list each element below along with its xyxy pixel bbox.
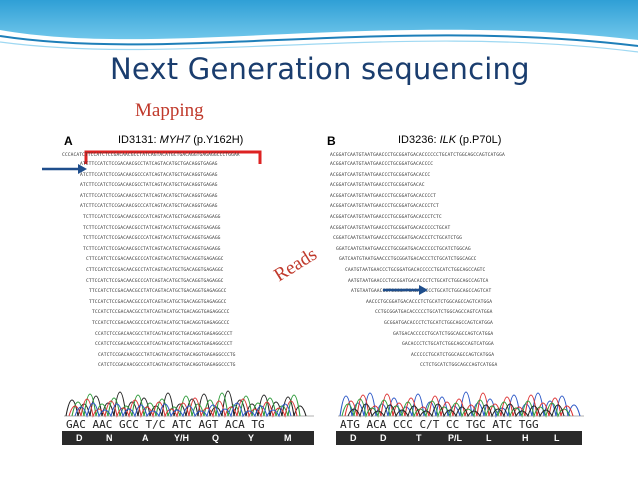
panel-a-read: CATCTCCGACAACGCCCATCAGTACATGCTGACAGGTGAG… — [98, 363, 236, 369]
panel-b-read: ACGGATCAATGTAATGAACCCTGCGGATGACACCCCCTGC… — [330, 225, 451, 231]
panel-b-letter: B — [327, 134, 336, 148]
panel-a-aa-6: Y — [248, 433, 255, 443]
panel-a-aa-2: N — [106, 433, 113, 443]
panel-a-read: TCCATCTCCGACAACGCCTATCAGTACATGCTGACAGGTG… — [92, 310, 230, 316]
panel-a-letter: A — [64, 134, 73, 148]
panel-a-read: ATCTTCCATCTCCGACAACGCCTATCAGTACATGCTGACA… — [80, 183, 218, 189]
panel-a-read: CTTCCATCTCCGACAACGCCCATCAGTACATGCTGACAGG… — [86, 278, 224, 284]
panel-b-aa-3: T — [416, 433, 422, 443]
panel-a-reference: CCCACATCTTCCATCTCCGACAACGCCTATCAGTACATGC… — [62, 153, 240, 158]
panel-a-read: CATCTCCGACAACGCCTATCAGTACATGCTGACAGGTGAG… — [98, 352, 236, 358]
panel-b-aa-1: D — [350, 433, 357, 443]
panel-b-read: ACGGATCAATGTAATGAACCCTGCGGATGACACCCTCT — [330, 204, 439, 210]
panel-a-read: ATCTTCCATCTCCGACAACGCCTATCAGTACATGCTGACA… — [80, 193, 218, 199]
panel-b-read: ACGGATCAATGTAATGAACCCTGCGGATGACACCCCT — [330, 193, 437, 199]
panel-a-aa-5: Q — [212, 433, 220, 443]
panel-b-aa-7: L — [554, 433, 560, 443]
panel-a-read: TCTTCCATCTCCGACAACGCCCATCAGTACATGCTGACAG… — [83, 236, 221, 242]
panel-b-read: CAATGTAATGAACCCTGCGGATGACACCCCCTGCATCTGG… — [345, 268, 486, 273]
panel-b-arrow-icon — [383, 285, 428, 295]
panel-b-gene: ILK — [439, 134, 457, 146]
panel-a-read: TCTTCCATCTCCGACAACGCCCATCAGTACATGCTGACAG… — [83, 215, 221, 220]
panel-a-trace-sequence: GAC AAC GCC T/C ATC AGT ACA TG — [66, 418, 265, 431]
panel-b-read: ACGGATCAATGTAATGAACCCTGCGGATGACACCCTCTC — [330, 215, 442, 220]
panel-a-read: ATCTTCCATCTCCGACAACGCCTATCAGTACATGCTGACA… — [80, 162, 218, 167]
panel-a-alignment: CCCACATCTTCCATCTCCGACAACGCCTATCAGTACATGC… — [62, 152, 322, 374]
panel-b-variant: (p.P70L) — [456, 134, 502, 146]
panel-b-aa-5: L — [486, 433, 492, 443]
panel-b-aa-6: H — [522, 433, 529, 443]
panel-b-read: GATGACACCCCCTGCATCTGGCAGCCAGTCATGGA — [393, 331, 494, 337]
panel-b-read: ACCCCCTGCATCTGGCAGCCAGTCATGGA — [411, 352, 495, 358]
panel-b-read: GGATCAATGTAATGAACCCTGCGGATGACACCCCCTGCAT… — [336, 246, 471, 252]
panel-a-read: CTTCCATCTCCGACAACGCCTATCAGTACATGCTGACAGG… — [86, 268, 224, 273]
panel-a-aa-7: M — [284, 433, 292, 443]
panel-b-id: ID3236: — [398, 134, 440, 146]
panel-b-read: CGGATCAATGTAATGAACCCTGCGGATGACACCCTCTGCA… — [333, 236, 462, 242]
panel-a-variant: (p.Y162H) — [190, 134, 244, 146]
panel-a-amino-acid-bar: D N A Y/H Q Y M — [62, 431, 314, 445]
panel-b-read: AATGTAATGAACCCTGCGGATGACACCCTCTGCATCTGGC… — [348, 278, 489, 284]
panel-b-alignment: ACGGATCAATGTAATGAACCCTGCGGATGACACCCC CCTG… — [330, 152, 630, 374]
panel-b-chromatogram — [338, 391, 584, 418]
panel-a-aa-1: D — [76, 433, 83, 443]
panel-b-aa-4: P/L — [448, 433, 463, 443]
panel-a-chromatogram — [64, 390, 314, 418]
panel-b-read: ACGGATCAATGTAATGAACCCTGCGGATGACACCCC — [330, 162, 434, 167]
panel-a-read: ATCTTCCATCTCCGACAACGCCCATCAGTACATGCTGACA… — [80, 172, 218, 178]
header-banner — [0, 0, 638, 70]
panel-a-read: TTCCATCTCCGACAACGCCTATCAGTACATGCTGACAGGT… — [89, 289, 227, 295]
mapping-label: Mapping — [135, 100, 204, 121]
panel-b-read: GATCAATGTAATGAACCCTGCGGATGACACCCTCTGCATC… — [339, 257, 477, 263]
panel-b-read: ACGGATCAATGTAATGAACCCTGCGGATGACACCC — [330, 172, 431, 178]
panel-a-read: TCTTCCATCTCCGACAACGCCTATCAGTACATGCTGACAG… — [83, 246, 221, 252]
panel-b-read: CCTCTGCATCTGGCAGCCAGTCATGGA — [420, 363, 498, 369]
panel-a-read: TCCATCTCCGACAACGCCCATCAGTACATGCTGACAGGTG… — [92, 321, 230, 326]
panel-a-read: TTCCATCTCCGACAACGCCCATCAGTACATGCTGACAGGT… — [89, 299, 227, 305]
panel-b-read: GACACCCTCTGCATCTGGCAGCCAGTCATGGA — [402, 342, 494, 348]
panel-a-arrow-icon — [42, 164, 87, 174]
panel-a-aa-3: A — [142, 433, 149, 443]
panel-a-gene: MYH7 — [159, 134, 191, 146]
panel-a-title: ID3131: MYH7 (p.Y162H) — [118, 134, 243, 146]
panel-a-id: ID3131: — [118, 134, 160, 146]
panel-a-read: CCATCTCCGACAACGCCCATCAGTACATGCTGACAGGTGA… — [95, 342, 233, 348]
panel-b-title: ID3236: ILK (p.P70L) — [398, 134, 501, 146]
panel-b-read: CCTGCGGATGACACCCCCTGCATCTGGCAGCCAGTCATGG… — [375, 310, 493, 316]
panel-a-read: ATCTTCCATCTCCGACAACGCCCATCAGTACATGCTGACA… — [80, 204, 218, 210]
panel-a-read: CCATCTCCGACAACGCCTATCAGTACATGCTGACAGGTGA… — [95, 331, 233, 337]
panel-a-aa-4: Y/H — [174, 433, 190, 443]
slide-title: Next Generation sequencing — [110, 52, 530, 86]
mapping-bracket — [84, 150, 262, 164]
panel-b-amino-acid-bar: D D T P/L L H L — [336, 431, 582, 445]
panel-a-read: TCTTCCATCTCCGACAACGCCTATCAGTACATGCTGACAG… — [83, 225, 221, 231]
panel-a-read: CTTCCATCTCCGACAACGCCCATCAGTACATGCTGACAGG… — [86, 257, 224, 263]
panel-b-reference: ACGGATCAATGTAATGAACCCTGCGGATGACACCCCCCTG… — [330, 153, 505, 158]
panel-b-read: GCGGATGACACCCTCTGCATCTGGCAGCCAGTCATGGA — [384, 321, 493, 326]
panel-b-read: ACGGATCAATGTAATGAACCCTGCGGATGACAC — [330, 183, 425, 189]
panel-b-read: AACCCTGCGGATGACACCCTCTGCATCTGGCAGCCAGTCA… — [366, 299, 493, 305]
panel-b-aa-2: D — [380, 433, 387, 443]
panel-b-trace-sequence: ATG ACA CCC C/T CC TGC ATC TGG — [340, 418, 539, 431]
